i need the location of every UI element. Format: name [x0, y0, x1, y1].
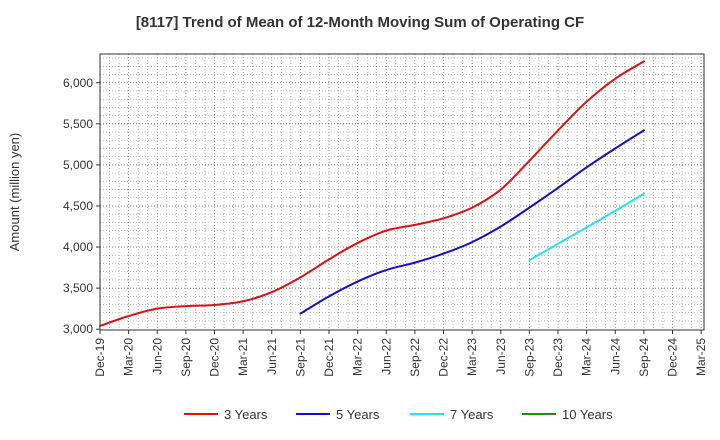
x-tick-label: Sep-22	[408, 338, 422, 377]
x-tick-label: Sep-21	[293, 338, 307, 377]
x-tick-label: Mar-23	[465, 338, 479, 376]
y-tick-label: 5,000	[63, 158, 93, 172]
y-axis-ticks: 3,000 3,500 4,000 4,500 5,000 5,500 6,000	[63, 76, 100, 336]
x-tick-label: Dec-22	[437, 338, 451, 377]
x-tick-label: Dec-19	[93, 338, 107, 377]
x-tick-label: Jun-20	[150, 338, 164, 375]
x-tick-label: Jun-24	[608, 338, 622, 375]
series-line-3-years	[99, 60, 645, 327]
x-tick-label: Mar-20	[122, 338, 136, 376]
y-tick-label: 3,500	[63, 281, 93, 295]
x-tick-label: Jun-22	[379, 338, 393, 375]
x-tick-label: Mar-22	[351, 338, 365, 376]
x-tick-label: Jun-21	[265, 338, 279, 375]
series-line-7-years	[528, 192, 645, 262]
x-tick-label: Jun-23	[494, 338, 508, 375]
x-tick-label: Mar-21	[236, 338, 250, 376]
x-tick-label: Sep-24	[637, 338, 651, 377]
y-axis-label: Amount (million yen)	[7, 133, 22, 252]
legend-label: 7 Years	[450, 407, 494, 422]
x-tick-label: Dec-20	[208, 338, 222, 377]
x-tick-label: Dec-21	[322, 338, 336, 377]
grid-layer	[100, 54, 704, 330]
legend-label: 3 Years	[224, 407, 268, 422]
y-tick-label: 5,500	[63, 117, 93, 131]
x-tick-label: Sep-20	[179, 338, 193, 377]
y-tick-label: 3,000	[63, 322, 93, 336]
x-axis-ticks: Dec-19 Mar-20 Jun-20 Sep-20 Dec-20 Mar-21 Jun-…	[93, 330, 708, 377]
series-line-5-years	[299, 129, 645, 315]
x-tick-label: Sep-23	[522, 338, 536, 377]
plot-area	[100, 54, 704, 330]
x-tick-label: Dec-23	[551, 338, 565, 377]
y-tick-label: 4,500	[63, 199, 93, 213]
x-tick-label: Dec-24	[666, 338, 680, 377]
y-tick-label: 6,000	[63, 76, 93, 90]
y-tick-label: 4,000	[63, 240, 93, 254]
series-layer	[99, 60, 645, 327]
x-tick-label: Mar-25	[694, 338, 708, 376]
legend-label: 10 Years	[562, 407, 613, 422]
x-tick-label: Mar-24	[580, 338, 594, 376]
legend: 3 Years 5 Years 7 Years 10 Years	[184, 407, 613, 422]
chart-title: [8117] Trend of Mean of 12-Month Moving …	[136, 14, 584, 31]
legend-label: 5 Years	[336, 407, 380, 422]
plot-frame	[99, 53, 705, 331]
